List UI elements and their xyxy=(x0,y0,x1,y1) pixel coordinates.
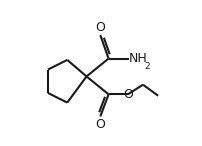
Text: NH: NH xyxy=(129,52,148,65)
Text: O: O xyxy=(95,21,105,34)
Text: 2: 2 xyxy=(144,62,150,71)
Text: O: O xyxy=(95,118,105,131)
Text: O: O xyxy=(124,88,134,101)
